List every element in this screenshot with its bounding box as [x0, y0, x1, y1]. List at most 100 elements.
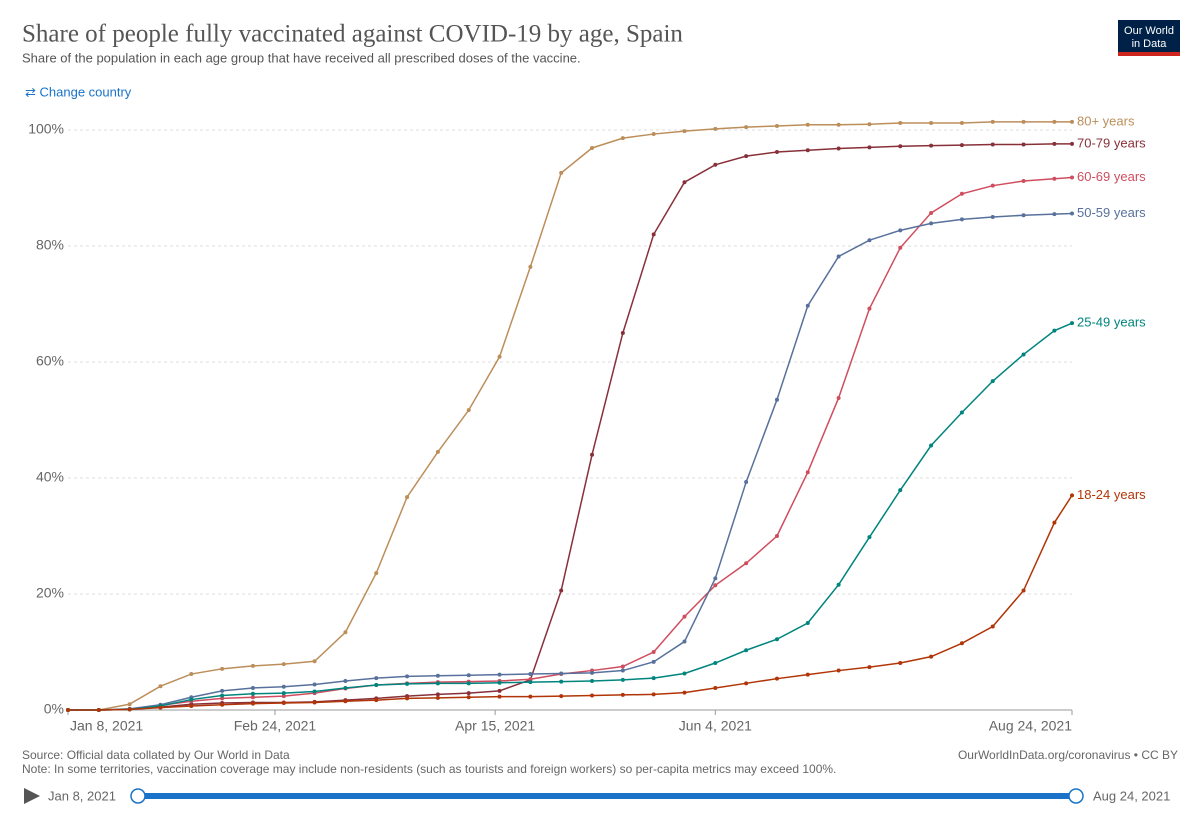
- y-tick-label: 80%: [36, 237, 64, 253]
- data-point: [1021, 588, 1026, 593]
- data-point: [1052, 212, 1057, 217]
- data-point: [651, 232, 656, 237]
- data-point: [682, 639, 687, 644]
- data-point: [497, 688, 502, 693]
- data-point: [651, 659, 656, 664]
- data-point: [929, 121, 934, 126]
- series-line: [68, 494, 1073, 711]
- data-point: [836, 254, 841, 259]
- data-point: [620, 664, 625, 669]
- data-point: [158, 684, 163, 689]
- data-point: [189, 703, 194, 708]
- data-point: [990, 379, 995, 384]
- data-point: [528, 694, 533, 699]
- data-point: [343, 685, 348, 690]
- data-point: [774, 123, 779, 128]
- data-point: [435, 673, 440, 678]
- data-point: [158, 705, 163, 710]
- data-point: [559, 679, 564, 684]
- x-tick-label: Jun 4, 2021: [679, 718, 752, 734]
- data-point: [1052, 119, 1057, 124]
- data-point: [1070, 321, 1074, 326]
- x-tick-label: Aug 24, 2021: [989, 718, 1073, 734]
- timeline-start: Jan 8, 2021: [48, 788, 116, 803]
- series-label: 60-69 years: [1077, 169, 1146, 184]
- data-point: [250, 691, 255, 696]
- series-label: 50-59 years: [1077, 205, 1146, 220]
- data-point: [250, 695, 255, 700]
- data-point: [590, 452, 595, 457]
- data-point: [497, 680, 502, 685]
- data-point: [805, 621, 810, 625]
- data-point: [1021, 119, 1026, 124]
- data-point: [774, 150, 779, 155]
- data-point: [281, 662, 286, 667]
- data-point: [744, 681, 749, 686]
- data-point: [66, 708, 70, 712]
- data-point: [466, 681, 471, 686]
- data-point: [405, 674, 410, 679]
- data-point: [929, 210, 934, 215]
- data-point: [312, 689, 317, 694]
- data-point: [281, 694, 286, 699]
- data-point: [466, 673, 471, 678]
- data-point: [898, 228, 903, 233]
- timeline-handle[interactable]: [130, 788, 146, 804]
- data-point: [343, 679, 348, 683]
- data-point: [405, 495, 410, 500]
- data-point: [682, 614, 687, 619]
- data-point: [559, 170, 564, 175]
- y-tick-label: 20%: [36, 585, 64, 601]
- series-line: [68, 121, 1072, 711]
- data-point: [374, 676, 379, 681]
- data-point: [189, 697, 194, 702]
- data-point: [620, 677, 625, 682]
- data-point: [836, 582, 841, 587]
- data-point: [1021, 142, 1026, 147]
- series-line: [68, 212, 1073, 711]
- data-point: [929, 221, 934, 226]
- data-point: [220, 688, 225, 693]
- timeline[interactable]: Jan 8, 2021 Aug 24, 2021: [24, 788, 1170, 804]
- data-point: [898, 121, 903, 126]
- timeline-handle[interactable]: [1068, 788, 1084, 804]
- data-point: [312, 682, 317, 687]
- data-point: [435, 695, 440, 700]
- data-point: [620, 668, 625, 673]
- series-label: 70-79 years: [1077, 135, 1146, 150]
- data-point: [805, 470, 810, 475]
- data-point: [713, 685, 718, 690]
- data-point: [220, 696, 225, 701]
- data-point: [374, 571, 379, 576]
- data-point: [127, 702, 132, 707]
- data-point: [867, 238, 872, 243]
- data-point: [1021, 352, 1026, 357]
- data-point: [713, 162, 718, 167]
- x-tick-label: Jan 8, 2021: [70, 718, 143, 734]
- data-point: [651, 692, 656, 697]
- y-tick-label: 60%: [36, 353, 64, 369]
- data-point: [959, 217, 964, 222]
- data-point: [1021, 179, 1026, 184]
- data-point: [682, 671, 687, 676]
- data-point: [651, 650, 656, 654]
- chart-title: Share of people fully vaccinated against…: [22, 21, 683, 48]
- data-point: [435, 449, 440, 454]
- data-point: [867, 306, 872, 311]
- data-point: [220, 693, 225, 698]
- data-point: [990, 183, 995, 188]
- data-point: [343, 699, 348, 704]
- play-button[interactable]: [24, 788, 40, 804]
- data-point: [744, 125, 749, 130]
- x-tick-label: Apr 15, 2021: [455, 718, 535, 734]
- data-point: [898, 245, 903, 250]
- change-country[interactable]: ⇄ Change country: [25, 84, 132, 99]
- data-point: [651, 132, 656, 137]
- data-point: [959, 410, 964, 415]
- data-point: [590, 693, 595, 698]
- data-point: [805, 303, 810, 308]
- credit: OurWorldInData.org/coronavirus • CC BY: [958, 748, 1178, 762]
- data-point: [435, 692, 440, 697]
- data-point: [1052, 176, 1057, 181]
- note: Note: In some territories, vaccination c…: [22, 762, 836, 776]
